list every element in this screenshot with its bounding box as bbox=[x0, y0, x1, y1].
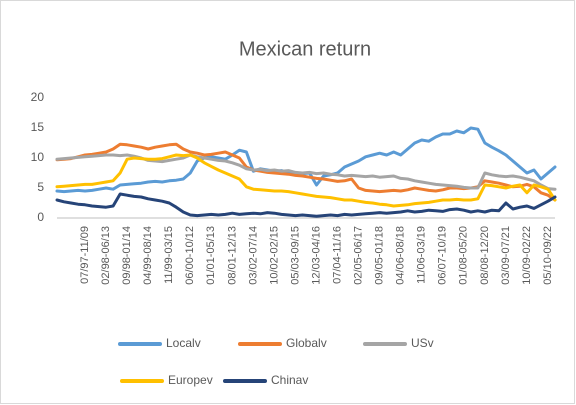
x-tick-label: 06/07-10/19 bbox=[437, 226, 449, 285]
line-series bbox=[55, 153, 557, 208]
x-tick-label: 09/98-01/14 bbox=[121, 226, 133, 285]
chart-title: Mexican return bbox=[239, 38, 371, 60]
x-tick-label: 03/02-07/14 bbox=[247, 226, 259, 285]
x-tick-label: 07/04-11/16 bbox=[331, 226, 343, 284]
x-tick-label: 09/05-01/18 bbox=[374, 226, 386, 285]
y-tick-label: 5 bbox=[37, 180, 44, 194]
x-tick-label: 07/97-11/09 bbox=[79, 226, 91, 284]
legend-label: Chinav bbox=[271, 373, 308, 387]
x-tick-label: 08/01-12/13 bbox=[226, 226, 238, 285]
x-tick-label: 05/10-09/22 bbox=[542, 226, 554, 285]
line-series bbox=[55, 192, 557, 218]
x-tick-label: 08/08-12/20 bbox=[479, 226, 491, 285]
y-tick-label: 20 bbox=[31, 90, 45, 104]
legend-label: Europev bbox=[168, 373, 213, 387]
x-tick-label: 11/06-03/19 bbox=[416, 226, 428, 284]
x-tick-label: 01/08-05/20 bbox=[458, 226, 470, 285]
x-tick-label: 10/09-02/22 bbox=[521, 226, 533, 285]
y-tick-label: 15 bbox=[31, 120, 45, 134]
x-tick-label: 04/06-08/18 bbox=[395, 226, 407, 285]
legend-label: USv bbox=[411, 336, 434, 350]
x-tick-label: 01/01-05/13 bbox=[205, 226, 217, 285]
y-tick-label: 10 bbox=[31, 150, 45, 164]
legend-label: Localv bbox=[166, 336, 201, 350]
x-tick-label: 04/99-08/14 bbox=[142, 226, 154, 285]
x-tick-label: 05/03-09/15 bbox=[289, 226, 301, 285]
x-tick-label: 02/98-06/13 bbox=[100, 226, 112, 285]
x-tick-label: 02/05-06/17 bbox=[353, 226, 365, 285]
y-tick-label: 0 bbox=[37, 210, 44, 224]
legend-label: Globalv bbox=[286, 336, 327, 350]
x-tick-label: 11/99-03/15 bbox=[163, 226, 175, 284]
x-tick-label: 12/03-04/16 bbox=[310, 226, 322, 285]
x-tick-label: 10/02-02/15 bbox=[268, 226, 280, 285]
x-tick-label: 06/00-10/12 bbox=[184, 226, 196, 285]
x-tick-label: 03/09-07/21 bbox=[500, 226, 512, 285]
